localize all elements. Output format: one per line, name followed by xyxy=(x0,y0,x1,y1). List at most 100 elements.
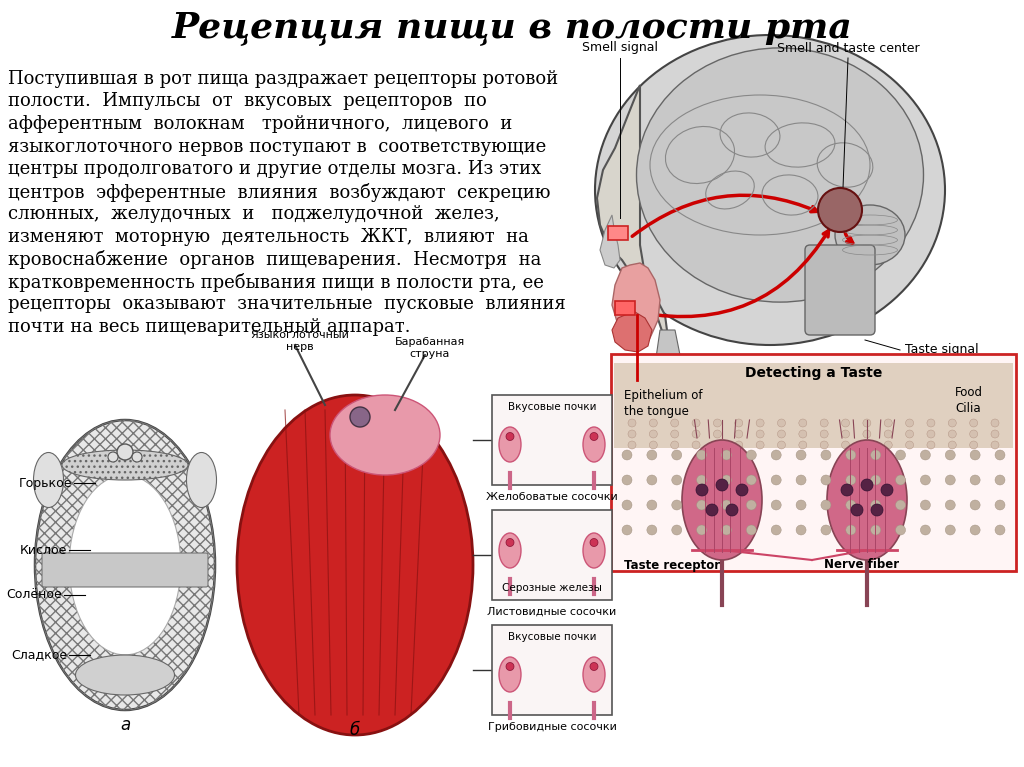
Text: Серозные железы: Серозные железы xyxy=(502,583,602,593)
Circle shape xyxy=(821,450,830,460)
Circle shape xyxy=(622,525,632,535)
Circle shape xyxy=(756,430,764,438)
Circle shape xyxy=(846,525,856,535)
Circle shape xyxy=(672,500,682,510)
Circle shape xyxy=(649,441,657,449)
Text: Food: Food xyxy=(955,387,983,400)
Circle shape xyxy=(696,475,707,485)
Ellipse shape xyxy=(186,453,216,508)
Text: языкоглоточного нервов поступают в  соответствующие: языкоглоточного нервов поступают в соотв… xyxy=(8,137,546,156)
Circle shape xyxy=(896,475,905,485)
Text: Epithelium of: Epithelium of xyxy=(624,389,702,401)
Circle shape xyxy=(995,500,1005,510)
Circle shape xyxy=(861,479,873,491)
Circle shape xyxy=(846,475,856,485)
Circle shape xyxy=(820,419,828,427)
Circle shape xyxy=(870,525,881,535)
Circle shape xyxy=(108,452,118,462)
Text: Cilia: Cilia xyxy=(955,403,981,416)
Text: Желобоватые сосочки: Желобоватые сосочки xyxy=(486,492,617,502)
Circle shape xyxy=(818,188,862,232)
Circle shape xyxy=(622,500,632,510)
Ellipse shape xyxy=(637,48,924,302)
Circle shape xyxy=(905,419,913,427)
Circle shape xyxy=(714,419,722,427)
Ellipse shape xyxy=(499,533,521,568)
Circle shape xyxy=(647,500,656,510)
Text: Рецепция пищи в полости рта: Рецепция пищи в полости рта xyxy=(172,11,852,45)
Text: центров  эфферентные  влияния  возбуждают  секрецию: центров эфферентные влияния возбуждают с… xyxy=(8,183,551,202)
Circle shape xyxy=(777,441,785,449)
Circle shape xyxy=(927,441,935,449)
Circle shape xyxy=(991,419,999,427)
Circle shape xyxy=(870,475,881,485)
Circle shape xyxy=(714,441,722,449)
Circle shape xyxy=(696,484,708,496)
Text: Smell and taste center: Smell and taste center xyxy=(776,41,920,54)
Circle shape xyxy=(970,475,980,485)
Text: Nerve fiber: Nerve fiber xyxy=(824,558,899,571)
Circle shape xyxy=(647,475,656,485)
Bar xyxy=(608,226,628,240)
Circle shape xyxy=(870,500,881,510)
FancyBboxPatch shape xyxy=(805,245,874,335)
Circle shape xyxy=(350,407,370,427)
Circle shape xyxy=(881,484,893,496)
Circle shape xyxy=(647,450,656,460)
Ellipse shape xyxy=(682,440,762,560)
Polygon shape xyxy=(655,330,680,400)
Ellipse shape xyxy=(330,395,440,475)
Bar xyxy=(492,510,612,600)
Text: Поступившая в рот пища раздражает рецепторы ротовой: Поступившая в рот пища раздражает рецепт… xyxy=(8,70,558,88)
Circle shape xyxy=(905,430,913,438)
Circle shape xyxy=(885,441,892,449)
Circle shape xyxy=(117,444,133,460)
Ellipse shape xyxy=(583,427,605,462)
Circle shape xyxy=(948,430,956,438)
Circle shape xyxy=(736,484,748,496)
Circle shape xyxy=(692,441,700,449)
Circle shape xyxy=(777,430,785,438)
Circle shape xyxy=(945,500,955,510)
Circle shape xyxy=(735,419,742,427)
Circle shape xyxy=(863,441,870,449)
Text: полости.  Импульсы  от  вкусовых  рецепторов  по: полости. Импульсы от вкусовых рецепторов… xyxy=(8,93,486,110)
Circle shape xyxy=(995,450,1005,460)
Circle shape xyxy=(735,430,742,438)
Circle shape xyxy=(885,430,892,438)
Circle shape xyxy=(722,525,731,535)
Text: кратковременность пребывания пищи в полости рта, ее: кратковременность пребывания пищи в поло… xyxy=(8,272,544,291)
Circle shape xyxy=(896,450,905,460)
Circle shape xyxy=(796,500,806,510)
Ellipse shape xyxy=(62,450,188,480)
Circle shape xyxy=(842,419,850,427)
Circle shape xyxy=(896,525,905,535)
Circle shape xyxy=(671,419,679,427)
Circle shape xyxy=(746,500,757,510)
Circle shape xyxy=(905,441,913,449)
Circle shape xyxy=(771,475,781,485)
Ellipse shape xyxy=(835,205,905,265)
Text: Языкоглоточный
нерв: Языкоглоточный нерв xyxy=(251,330,349,351)
Circle shape xyxy=(945,525,955,535)
Ellipse shape xyxy=(70,475,181,655)
Circle shape xyxy=(590,538,598,547)
Circle shape xyxy=(647,525,656,535)
Circle shape xyxy=(841,484,853,496)
Circle shape xyxy=(622,450,632,460)
Circle shape xyxy=(970,419,978,427)
Circle shape xyxy=(870,450,881,460)
Circle shape xyxy=(771,500,781,510)
Text: афферентным  волокнам   тройничного,  лицевого  и: афферентным волокнам тройничного, лицево… xyxy=(8,115,512,133)
Ellipse shape xyxy=(237,395,473,735)
Circle shape xyxy=(991,430,999,438)
Text: Сладкое: Сладкое xyxy=(11,649,67,661)
Circle shape xyxy=(945,450,955,460)
Circle shape xyxy=(863,419,870,427)
Circle shape xyxy=(756,419,764,427)
Circle shape xyxy=(722,475,731,485)
Bar xyxy=(614,363,1013,448)
Circle shape xyxy=(799,441,807,449)
Circle shape xyxy=(777,419,785,427)
Circle shape xyxy=(970,525,980,535)
